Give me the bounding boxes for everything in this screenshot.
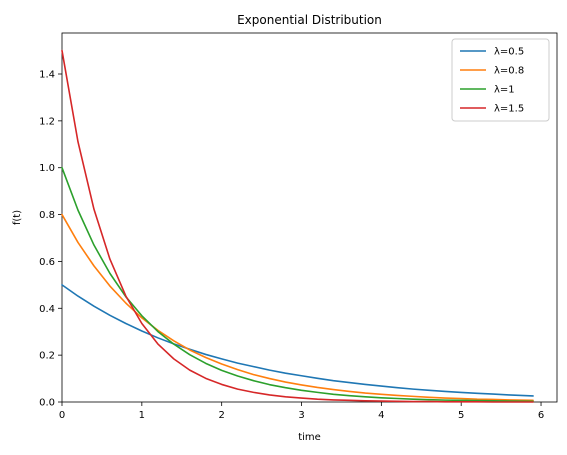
- y-tick-label: 0.8: [39, 210, 55, 221]
- y-tick-label: 0.6: [39, 257, 55, 268]
- chart-title: Exponential Distribution: [237, 13, 382, 27]
- y-axis-label: f(t): [12, 210, 23, 225]
- y-axis: 0.0 0.2 0.4 0.6 0.8 1.0 1.2 1.4: [39, 70, 62, 409]
- y-tick-label: 1.0: [39, 163, 55, 174]
- x-tick-label: 5: [458, 410, 464, 421]
- y-tick-label: 0.2: [39, 351, 55, 362]
- series-lines: [61, 49, 534, 403]
- y-tick-label: 1.2: [39, 116, 55, 127]
- series-line: [61, 213, 534, 402]
- legend-label: λ=0.8: [494, 66, 524, 77]
- series-line: [61, 166, 534, 403]
- x-tick-label: 4: [378, 410, 384, 421]
- y-tick-label: 0.4: [39, 304, 55, 315]
- x-tick-label: 1: [139, 410, 145, 421]
- x-axis: 0 1 2 3 4 5 6: [59, 402, 544, 421]
- y-tick-label: 0.0: [39, 398, 55, 409]
- x-tick-label: 3: [298, 410, 304, 421]
- legend: λ=0.5 λ=0.8 λ=1 λ=1.5: [451, 38, 550, 122]
- x-tick-label: 2: [218, 410, 224, 421]
- plot-area: [61, 32, 558, 403]
- legend-label: λ=1: [494, 85, 515, 96]
- legend-label: λ=0.5: [494, 47, 524, 58]
- y-tick-label: 1.4: [39, 70, 55, 81]
- x-tick-label: 6: [538, 410, 544, 421]
- series-line: [61, 284, 534, 397]
- x-tick-label: 0: [59, 410, 65, 421]
- legend-box: [451, 38, 550, 122]
- x-axis-label: time: [298, 432, 321, 443]
- legend-label: λ=1.5: [494, 104, 524, 115]
- series-line: [61, 49, 534, 403]
